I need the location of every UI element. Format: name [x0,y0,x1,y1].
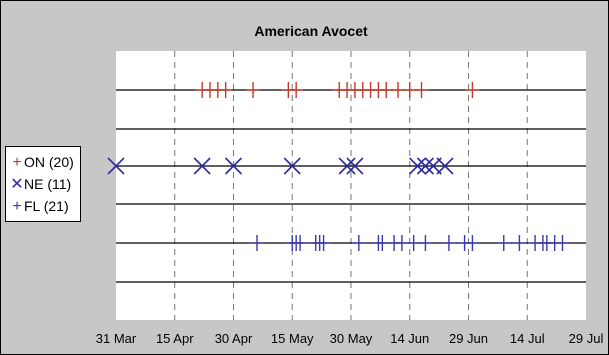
marker-x-stroke [409,157,427,175]
legend-item-ne: ✕NE (11) [6,173,80,195]
marker-plus [555,235,570,251]
marker-x [283,157,301,175]
marker-x-stroke [436,157,454,175]
legend-marker-plus-icon: + [12,154,22,171]
marker-plus [406,235,421,251]
legend-marker-x-icon: ✕ [10,176,24,193]
marker-x [224,157,243,175]
marker-x [409,157,427,175]
marker-x [193,157,211,175]
x-tick-label: 15 Apr [156,331,194,346]
marker-plus [375,235,390,251]
marker-plus [465,235,480,251]
marker-plus [465,82,480,98]
marker-x [338,157,356,175]
marker-plus [414,82,429,98]
marker-x [416,157,434,175]
marker-plus [418,235,433,251]
legend-marker-plus-icon: + [12,198,22,215]
marker-plus [316,235,331,251]
x-tick-label: 29 Jun [449,331,488,346]
data-markers [107,82,570,251]
x-tick-label: 29 Jul [569,331,604,346]
legend-label: FL (21) [24,198,69,214]
x-tick-label: 14 Jun [390,331,429,346]
legend: + ON (20) ✕NE (11) + FL (21) [5,146,81,222]
marker-x-stroke [416,157,434,175]
marker-plus [496,235,511,251]
marker-plus [391,82,405,98]
legend-label: ON (20) [24,154,74,170]
marker-x-stroke [346,157,364,175]
marker-plus [379,82,394,98]
marker-x [107,157,125,175]
x-tick-label: 30 May [330,331,373,346]
x-tick-label: 31 Mar [96,331,137,346]
marker-x-stroke [193,157,211,175]
legend-item-fl: + FL (21) [6,195,80,217]
legend-item-on: + ON (20) [6,151,80,173]
marker-plus [351,235,366,251]
marker-plus [512,235,527,251]
chart-title: American Avocet [254,23,368,39]
marker-plus [441,235,456,251]
legend-label: NE (11) [24,176,72,192]
marker-plus [246,82,261,98]
marker-plus [218,82,233,98]
marker-plus [394,235,409,251]
marker-plus [402,82,417,98]
x-tick-label: 14 Jul [510,331,545,346]
marker-x-stroke [224,157,243,175]
marker-plus [250,235,264,251]
marker-x [436,157,454,175]
marker-plus [293,235,308,251]
x-tick-label: 30 Apr [215,331,253,346]
x-axis-tick-labels: 31 Mar 15 Apr 30 Apr 15 May 30 May 14 Jun 29 J… [96,331,604,346]
marker-x [346,157,364,175]
marker-x-stroke [338,157,356,175]
gridlines [174,51,528,320]
marker-x-stroke [283,157,301,175]
marker-plus [289,82,304,98]
marker-x-stroke [107,157,125,175]
x-tick-label: 15 May [271,331,314,346]
